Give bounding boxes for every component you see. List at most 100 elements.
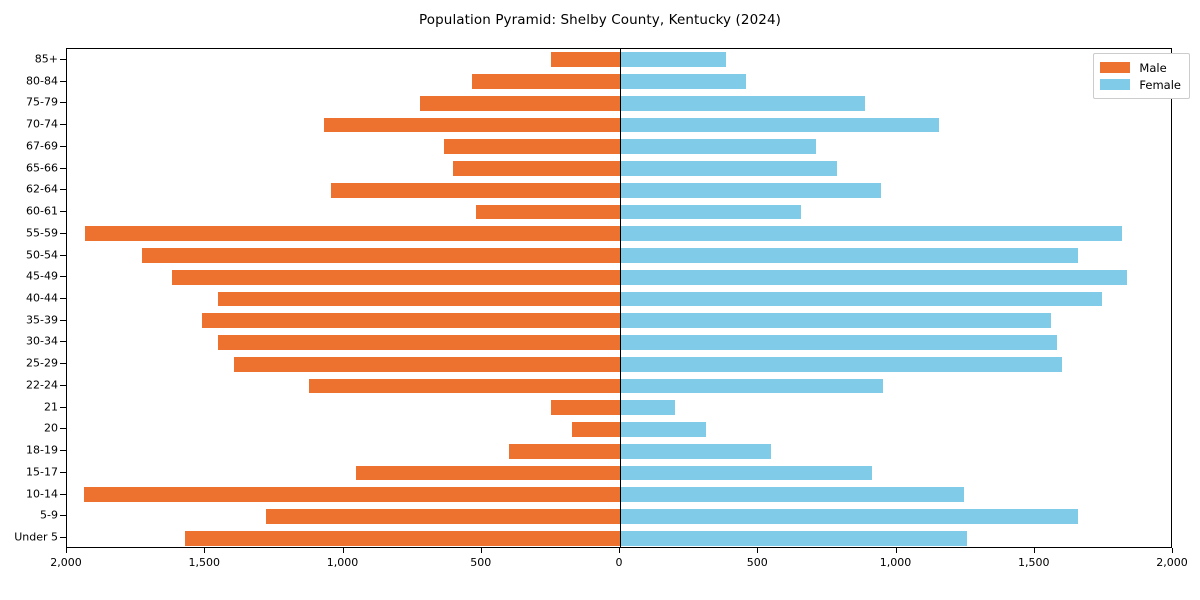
bar-female-22-24[interactable] [620,378,883,394]
bar-male-62-64[interactable] [331,182,620,198]
bar-female-70-74[interactable] [620,117,940,133]
y-axis-tick [60,406,66,408]
bar-row [67,443,1171,459]
x-axis-tick [1172,548,1173,553]
chart-legend: Male Female [1093,53,1190,99]
y-axis-label-85-: 85+ [34,52,58,66]
legend-label-female: Female [1139,77,1181,92]
y-axis-label-80-84: 80-84 [26,74,58,88]
y-axis-tick [60,211,66,213]
bar-female-5-9[interactable] [620,509,1078,524]
x-axis-label: 2,000 [50,556,82,569]
bar-female-25-29[interactable] [620,356,1063,372]
y-axis-label-30-34: 30-34 [26,334,58,348]
y-axis-label-21: 21 [44,400,58,414]
bar-female-80-84[interactable] [620,74,746,89]
chart-title: Population Pyramid: Shelby County, Kentu… [419,12,781,28]
bar-male-5-9[interactable] [266,509,620,524]
bar-female-55-59[interactable] [620,226,1122,242]
bar-row [67,248,1171,263]
y-axis-tick [60,167,66,169]
bar-male-67-69[interactable] [444,139,620,155]
bar-female-45-49[interactable] [620,269,1128,285]
bar-male-35-39[interactable] [202,313,620,329]
bar-male-55-59[interactable] [84,226,620,242]
bar-row [67,530,1171,546]
y-axis-label-40-44: 40-44 [26,291,58,305]
y-axis-tick [60,145,66,147]
bar-male-25-29[interactable] [234,356,620,372]
bar-row [67,400,1171,416]
bar-female-10-14[interactable] [620,487,965,503]
legend-item-female[interactable]: Female [1100,76,1181,93]
bar-male-10-14[interactable] [83,487,620,503]
bar-male-18-19[interactable] [509,443,620,459]
bar-female-65-66[interactable] [620,161,838,176]
x-axis-label: 500 [746,556,768,569]
bar-female-18-19[interactable] [620,443,771,459]
x-axis-tick [619,548,620,553]
y-axis-tick [60,428,66,430]
bar-female-21[interactable] [620,400,676,416]
bar-female-50-54[interactable] [620,248,1078,263]
bar-female-60-61[interactable] [620,204,802,220]
legend-item-male[interactable]: Male [1100,59,1181,76]
bar-female-75-79[interactable] [620,95,865,111]
y-axis-tick [60,58,66,60]
bar-row [67,182,1171,198]
bar-male-75-79[interactable] [419,95,620,111]
bar-male-40-44[interactable] [217,291,620,307]
bar-male-20[interactable] [571,422,620,437]
bar-female-30-34[interactable] [620,335,1057,350]
bar-female-40-44[interactable] [620,291,1103,307]
bar-male-21[interactable] [550,400,620,416]
bar-male-50-54[interactable] [141,248,620,263]
x-axis-label: 1,000 [879,556,912,569]
y-axis-tick [60,537,66,539]
bar-male-under-5[interactable] [184,530,620,546]
bar-male-80-84[interactable] [472,74,620,89]
bar-female-62-64[interactable] [620,182,882,198]
bar-row [67,335,1171,350]
x-axis-label: 500 [470,556,492,569]
bar-row [67,487,1171,503]
y-axis-tick [60,471,66,473]
bar-row [67,465,1171,481]
bar-male-22-24[interactable] [308,378,620,394]
bar-row [67,139,1171,155]
bar-row [67,226,1171,242]
bar-row [67,291,1171,307]
y-axis-label-65-66: 65-66 [26,161,58,175]
bar-male-70-74[interactable] [324,117,620,133]
y-axis-tick [60,363,66,365]
bar-male-60-61[interactable] [476,204,620,220]
bar-male-45-49[interactable] [172,269,620,285]
y-axis-tick [60,341,66,343]
plot-area [66,48,1172,548]
y-axis-label-20: 20 [44,421,58,435]
bar-female-20[interactable] [620,422,706,437]
bar-female-35-39[interactable] [620,313,1052,329]
bar-row [67,378,1171,394]
x-axis-tick [204,548,206,553]
bar-male-65-66[interactable] [452,161,620,176]
y-axis-label-62-64: 62-64 [26,182,58,196]
y-axis-tick [60,298,66,299]
y-axis-tick [60,189,66,191]
y-axis-label-75-79: 75-79 [26,95,58,109]
y-axis-label-25-29: 25-29 [26,356,58,370]
bar-row [67,161,1171,176]
bar-female-15-17[interactable] [620,465,872,481]
bar-female-85-[interactable] [620,52,727,68]
bar-male-15-17[interactable] [355,465,620,481]
bar-male-30-34[interactable] [217,335,620,350]
bar-female-67-69[interactable] [620,139,817,155]
x-axis-label: 1,000 [326,556,359,569]
y-axis-label-60-61: 60-61 [26,204,58,218]
bar-male-85-[interactable] [550,52,620,68]
x-axis-tick [1033,548,1035,553]
bar-row [67,117,1171,133]
x-axis-label: 1,500 [188,556,221,569]
bar-female-under-5[interactable] [620,530,967,546]
bars-container [67,49,1171,547]
